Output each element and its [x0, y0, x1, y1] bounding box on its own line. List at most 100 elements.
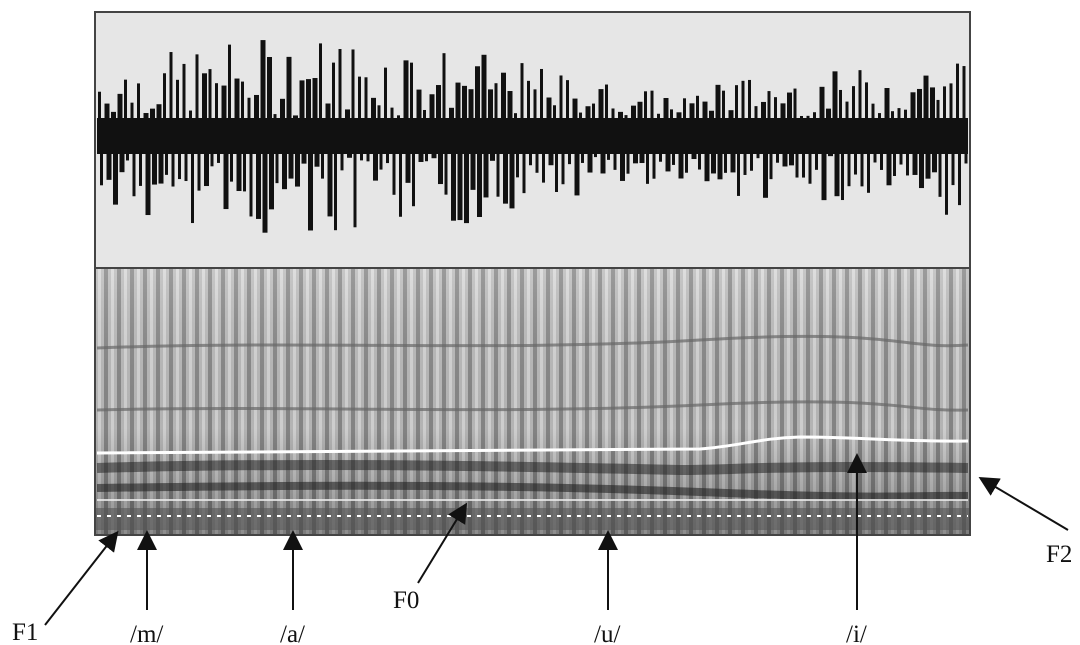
waveform-stroke	[501, 72, 506, 136]
waveform-stroke	[351, 49, 355, 136]
waveform-stroke	[776, 136, 779, 163]
waveform-stroke	[711, 136, 716, 174]
arrow	[44, 530, 119, 626]
waveform-stroke	[579, 112, 582, 136]
waveform-stroke	[936, 99, 940, 136]
waveform-stroke	[938, 136, 942, 197]
waveform-stroke	[496, 136, 500, 197]
waveform-stroke	[932, 136, 937, 173]
waveform-stroke	[886, 136, 892, 186]
waveform-stroke	[789, 136, 794, 166]
waveform-stroke	[607, 136, 610, 160]
label: F2	[1046, 541, 1072, 568]
waveform-stroke	[377, 105, 381, 136]
waveform-stroke	[204, 136, 209, 187]
waveform-stroke	[613, 136, 617, 170]
arrow	[978, 476, 1069, 531]
waveform-stroke	[152, 136, 157, 185]
label: /a/	[280, 621, 305, 645]
waveform-stroke	[964, 136, 968, 164]
waveform-stroke	[282, 136, 287, 190]
label: /i/	[846, 621, 867, 645]
waveform-stroke	[390, 107, 394, 136]
waveform-stroke	[860, 136, 864, 187]
label: F1	[12, 619, 38, 645]
waveform-stroke	[403, 60, 409, 137]
waveform-stroke	[280, 98, 285, 136]
spectrogram-panel	[94, 267, 971, 536]
waveform-stroke	[787, 92, 792, 136]
waveform-stroke	[592, 103, 595, 136]
waveform-stroke	[332, 62, 335, 136]
waveform-stroke	[221, 85, 227, 136]
waveform-stroke	[423, 109, 426, 136]
waveform-stroke	[481, 54, 487, 136]
waveform-stroke	[529, 136, 532, 166]
waveform-stroke	[815, 136, 818, 170]
waveform-stroke	[269, 136, 274, 210]
waveform-stroke	[189, 110, 192, 136]
waveform-stroke	[832, 71, 838, 136]
waveform-stroke	[761, 101, 766, 136]
waveform-stroke	[145, 136, 151, 216]
waveform-stroke	[254, 94, 259, 136]
waveform-stroke	[750, 136, 753, 171]
waveform-stroke	[624, 115, 628, 136]
waveform-stroke	[150, 108, 155, 136]
waveform-stroke	[267, 57, 272, 136]
waveform-stroke	[399, 136, 402, 217]
waveform-stroke	[841, 136, 844, 201]
waveform-stroke	[568, 136, 571, 165]
waveform-stroke	[826, 108, 831, 136]
waveform-stroke	[364, 77, 368, 136]
waveform-stroke	[945, 136, 948, 215]
waveform-stroke	[769, 136, 773, 180]
waveform-stroke	[802, 136, 805, 178]
waveform-stroke	[425, 136, 428, 162]
waveform-stroke	[230, 136, 233, 182]
waveform-stroke	[906, 136, 909, 176]
waveform-stroke	[483, 136, 489, 198]
waveform-stroke	[834, 136, 840, 197]
waveform-stroke	[553, 105, 556, 136]
waveform-stroke	[548, 136, 554, 166]
waveform-stroke	[871, 103, 875, 136]
waveform-stroke	[780, 103, 786, 136]
waveform-stroke	[470, 136, 476, 190]
waveform-stroke	[561, 136, 565, 185]
waveform-stroke	[535, 136, 539, 173]
waveform-stroke	[132, 136, 136, 197]
arrow	[417, 502, 468, 584]
waveform-stroke	[169, 52, 173, 136]
waveform-stroke	[743, 136, 747, 175]
waveform-stroke	[793, 88, 797, 136]
waveform-stroke	[117, 93, 123, 136]
waveform-stroke	[464, 136, 469, 224]
waveform-stroke	[704, 136, 710, 182]
waveform-stroke	[754, 106, 758, 136]
waveform-stroke	[321, 136, 324, 179]
waveform-stroke	[366, 136, 370, 162]
waveform-stroke	[949, 83, 953, 136]
waveform-stroke	[477, 136, 482, 217]
waveform-stroke	[113, 136, 118, 205]
waveform-stroke	[262, 136, 268, 233]
waveform-stroke	[455, 82, 461, 136]
waveform-stroke	[275, 136, 279, 184]
waveform-stroke	[917, 88, 922, 136]
waveform-stroke	[845, 101, 849, 136]
waveform-stroke	[644, 91, 647, 136]
waveform-stroke	[520, 63, 524, 136]
waveform-stroke	[880, 136, 883, 170]
waveform-stroke	[416, 89, 422, 136]
waveform-stroke	[379, 136, 383, 170]
waveform-stroke	[444, 136, 448, 195]
waveform-stroke	[247, 97, 251, 136]
waveform-stroke	[678, 136, 684, 179]
waveform-stroke	[429, 94, 435, 136]
waveform-stroke	[741, 80, 745, 136]
waveform-stroke	[730, 136, 736, 173]
waveform-stroke	[618, 111, 623, 136]
waveform-stroke	[527, 80, 530, 136]
waveform-stroke	[821, 136, 827, 201]
